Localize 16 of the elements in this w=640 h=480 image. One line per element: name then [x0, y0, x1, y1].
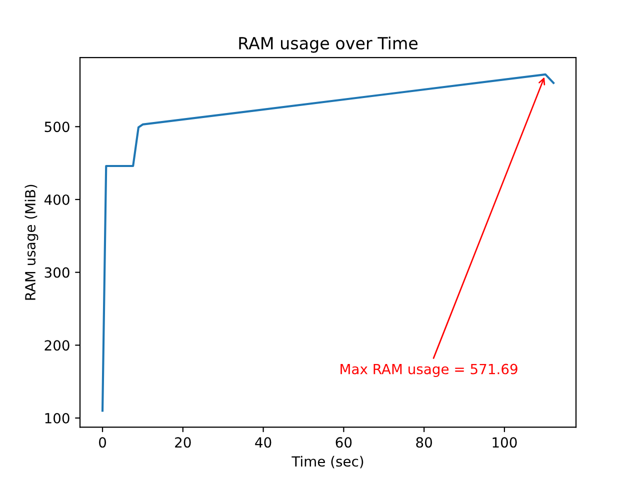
y-tick-label: 200	[44, 340, 70, 351]
x-tick-label: 0	[99, 437, 106, 448]
chart-title: RAM usage over Time	[239, 36, 418, 53]
x-tick-label: 100	[492, 437, 517, 448]
x-tick-label: 80	[416, 437, 432, 448]
y-tick-label: 300	[44, 267, 70, 278]
x-axis-title: Time (sec)	[292, 456, 364, 468]
x-tick-label: 20	[175, 437, 191, 448]
x-tick-label: 40	[255, 437, 272, 448]
y-tick-label: 400	[44, 194, 70, 205]
line-series	[101, 73, 555, 412]
annotation: Max RAM usage = 571.69	[340, 364, 518, 377]
x-tick-label: 60	[336, 437, 352, 448]
y-tick-label: 100	[45, 412, 70, 424]
y-axis-title: RAM usage (MiB)	[24, 184, 38, 300]
y-tick-label: 500	[44, 122, 70, 132]
